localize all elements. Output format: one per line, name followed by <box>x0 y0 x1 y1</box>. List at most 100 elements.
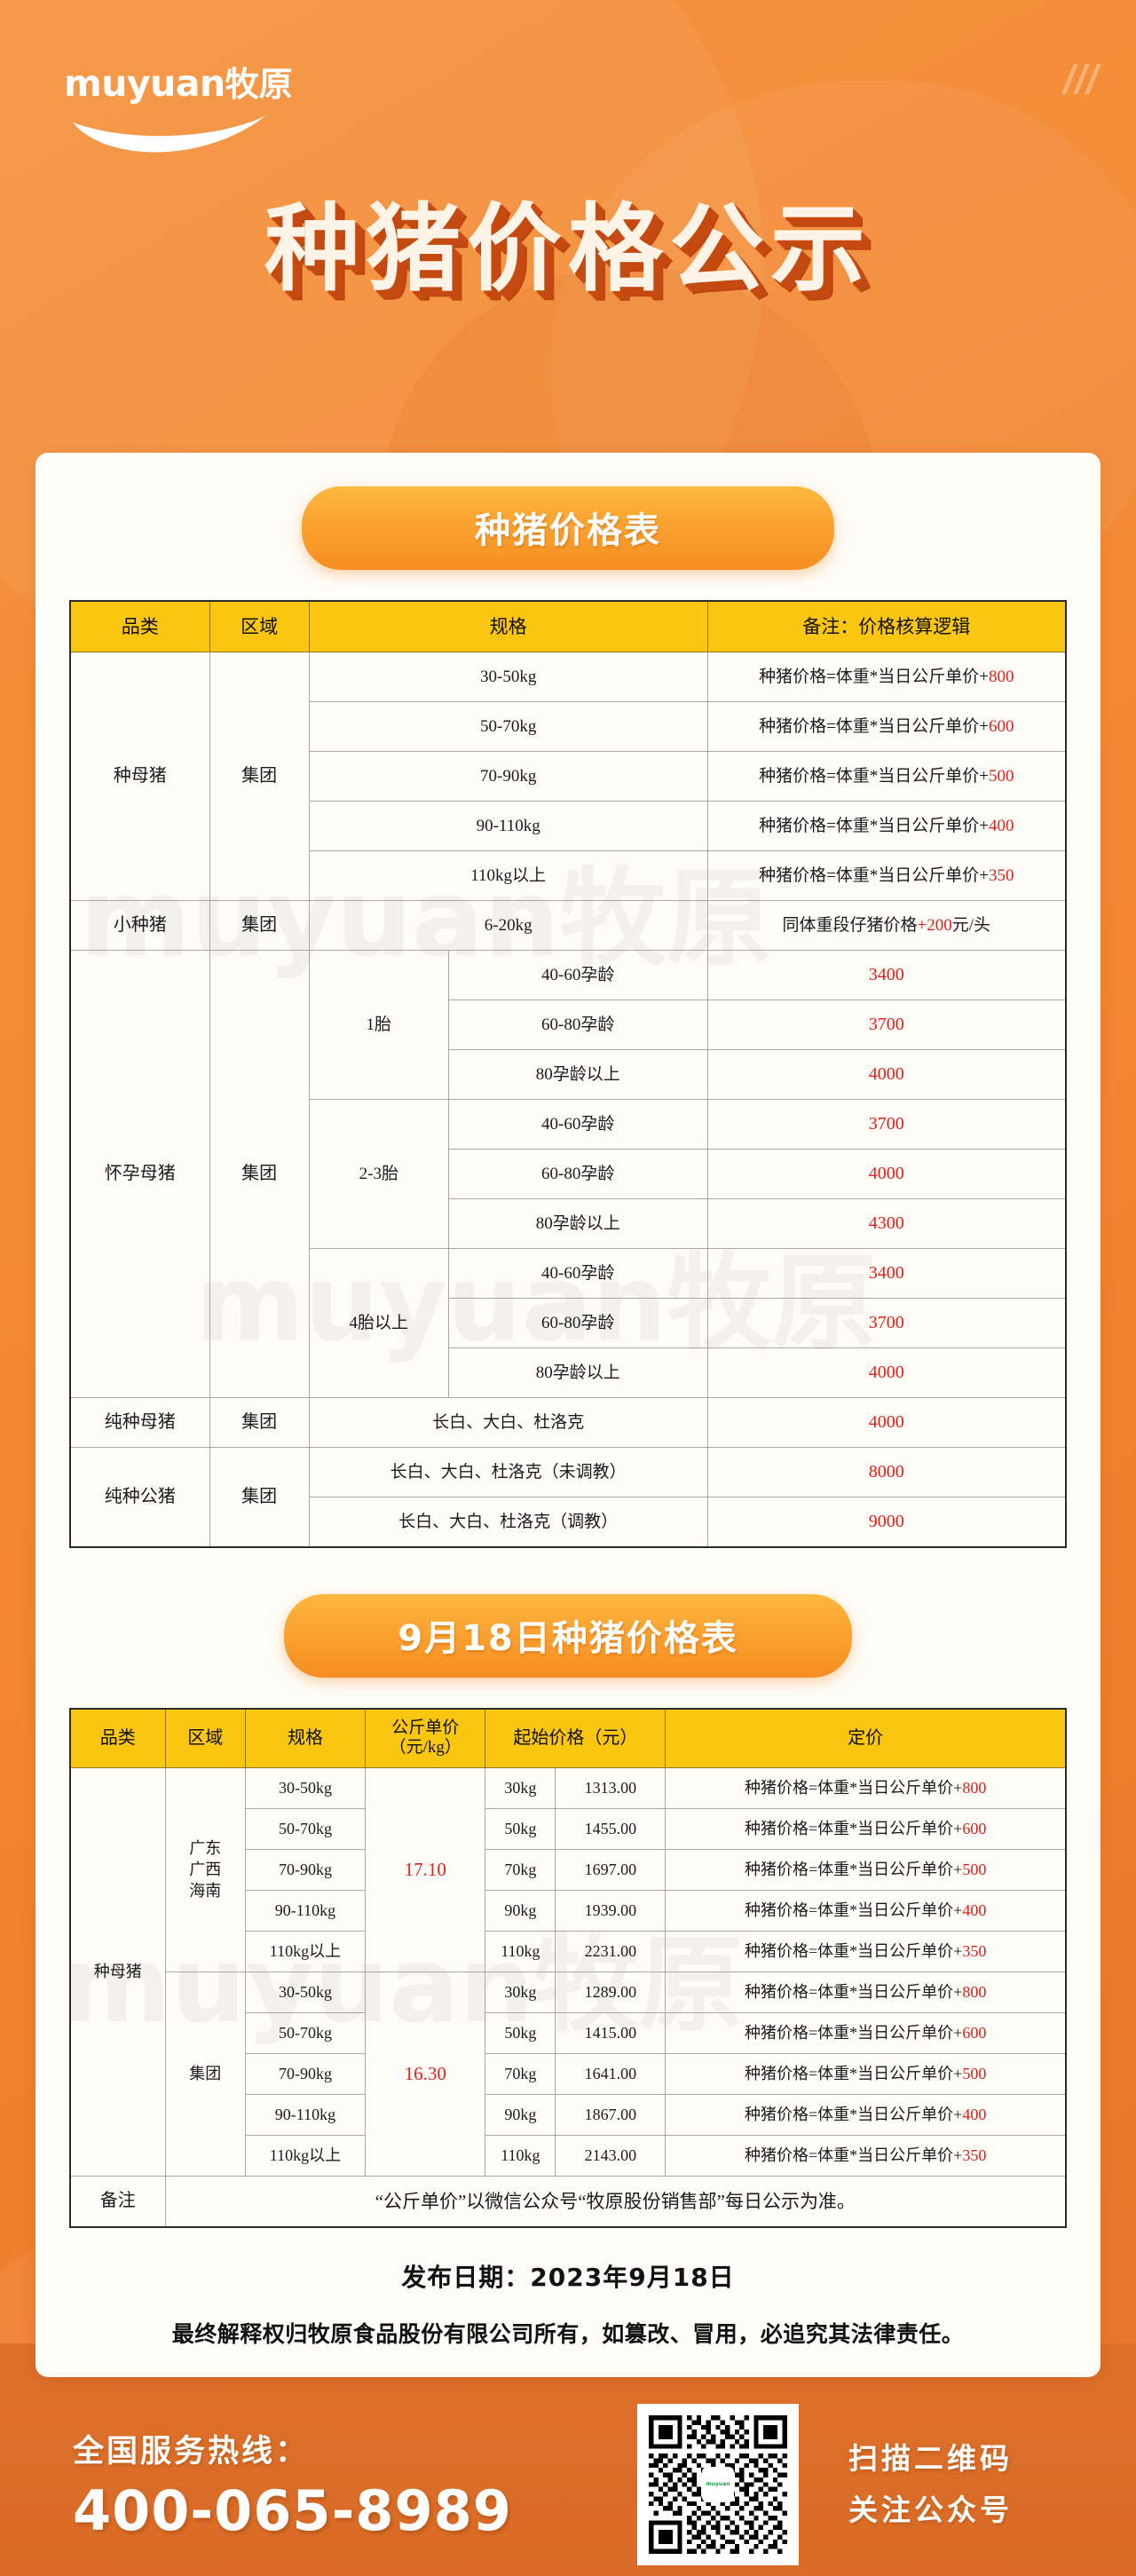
table1-header-row: 品类 区域 规格 备注：价格核算逻辑 <box>68 600 1067 653</box>
cell-region-purebred-boar: 集团 <box>209 1447 310 1548</box>
cell-start-price: 1455.00 <box>555 1807 667 1850</box>
cell-price: 4000 <box>706 1149 1067 1200</box>
formula-text: 种猪价格=体重*当日公斤单价+ <box>745 2065 963 2082</box>
cell-spec: 70-90kg <box>244 2052 367 2095</box>
cell-parity: 2-3胎 <box>308 1099 449 1250</box>
cell-formula: 种猪价格=体重*当日公斤单价+400 <box>665 1889 1067 1932</box>
formula-text: 种猪价格=体重*当日公斤单价+ <box>759 717 989 737</box>
cell-formula: 种猪价格=体重*当日公斤单价+350 <box>706 850 1067 902</box>
cell-price: 8000 <box>706 1447 1067 1498</box>
th-start-price: 起始价格（元） <box>485 1708 667 1768</box>
formula-bonus: 350 <box>989 866 1014 886</box>
cell-start-weight: 90kg <box>485 2093 556 2136</box>
formula-text: 种猪价格=体重*当日公斤单价+ <box>745 1942 963 1960</box>
cell-spec: 30-50kg <box>244 1971 367 2013</box>
cell-start-price: 1867.00 <box>555 2093 667 2136</box>
note-bonus: +200 <box>917 916 952 936</box>
cell-start-weight: 30kg <box>485 1766 556 1809</box>
formula-bonus: 400 <box>962 1901 987 1919</box>
cell-spec: 长白、大白、杜洛克 <box>308 1397 708 1449</box>
cell-start-weight: 70kg <box>485 2052 556 2095</box>
cell-price: 3700 <box>706 1298 1067 1349</box>
formula-bonus: 600 <box>962 2024 987 2042</box>
th-category: 品类 <box>68 1708 166 1768</box>
cell-spec: 50-70kg <box>244 2011 367 2054</box>
cell-formula: 种猪价格=体重*当日公斤单价+350 <box>665 1930 1067 1972</box>
cell-start-weight: 110kg <box>485 1930 556 1972</box>
cell-price: 4000 <box>706 1347 1067 1399</box>
table-row: 60-80孕龄 3700 <box>70 1298 1067 1349</box>
logo-latin-text: muyuan <box>64 62 225 105</box>
cell-region-group: 集团 <box>164 1971 246 2177</box>
qr-logo-text: muyuan <box>706 2480 730 2487</box>
cell-gestation-age: 40-60孕龄 <box>447 950 708 1001</box>
formula-bonus: 800 <box>989 668 1014 687</box>
formula-text: 种猪价格=体重*当日公斤单价+ <box>745 2024 963 2042</box>
price-table-daily: 品类 区域 规格 公斤单价 （元/kg） 起始价格（元） 定价 种母猪 广东 <box>68 1707 1068 2228</box>
cell-region-sow: 集团 <box>209 652 310 902</box>
cell-start-weight: 50kg <box>485 2011 556 2054</box>
cell-price: 4000 <box>706 1049 1067 1101</box>
formula-bonus: 500 <box>962 1861 987 1878</box>
cell-formula: 种猪价格=体重*当日公斤单价+800 <box>706 652 1067 703</box>
th-region: 区域 <box>209 600 310 653</box>
section1-pill-wrap: 种猪价格表 <box>36 453 1100 570</box>
formula-text: 种猪价格=体重*当日公斤单价+ <box>745 1983 963 2001</box>
formula-bonus: 600 <box>989 717 1014 737</box>
table2-head: 品类 区域 规格 公斤单价 （元/kg） 起始价格（元） 定价 <box>68 1708 1068 1768</box>
cell-category-piglet: 小种猪 <box>69 900 210 952</box>
cell-start-weight: 90kg <box>485 1889 556 1932</box>
th-unit-price-line1: 公斤单价 <box>391 1718 460 1737</box>
cell-price: 3400 <box>706 1248 1067 1300</box>
note-suffix: 元/头 <box>951 916 991 936</box>
th-spec: 规格 <box>244 1708 367 1768</box>
logo-chinese-text: 牧原 <box>225 65 293 104</box>
hotline-number[interactable]: 400-065-8989 <box>73 2477 512 2543</box>
legal-notice: 最终解释权归牧原食品股份有限公司所有，如篡改、冒用，必追究其法律责任。 <box>171 2321 965 2347</box>
scan-line-1: 扫描二维码 <box>848 2441 1013 2477</box>
hotline-block: 全国服务热线： 400-065-8989 <box>73 2426 512 2539</box>
qr-code[interactable]: muyuan <box>637 2404 799 2565</box>
formula-text: 种猪价格=体重*当日公斤单价+ <box>745 1820 963 1837</box>
cell-formula: 种猪价格=体重*当日公斤单价+500 <box>665 2052 1067 2095</box>
cell-spec: 110kg以上 <box>244 1930 367 1972</box>
table-row: 110kg以上 种猪价格=体重*当日公斤单价+350 <box>70 850 1067 902</box>
cell-remark-label: 备注 <box>69 2175 166 2228</box>
table-row: 110kg以上 110kg 2143.00 种猪价格=体重*当日公斤单价+350 <box>70 2134 1067 2177</box>
cell-spec: 长白、大白、杜洛克（调教） <box>308 1497 708 1548</box>
cell-gestation-age: 40-60孕龄 <box>447 1248 708 1300</box>
th-unit-price: 公斤单价 （元/kg） <box>365 1708 486 1768</box>
table1-body: 种母猪 集团 30-50kg 种猪价格=体重*当日公斤单价+800 50-70k… <box>69 652 1067 1548</box>
th-pricing: 定价 <box>665 1708 1068 1768</box>
formula-bonus: 800 <box>962 1983 987 2001</box>
cell-formula: 种猪价格=体重*当日公斤单价+400 <box>665 2093 1067 2136</box>
table-row: 90-110kg 种猪价格=体重*当日公斤单价+400 <box>70 801 1067 852</box>
cell-price: 3700 <box>706 1099 1067 1150</box>
cell-gestation-age: 80孕龄以上 <box>447 1198 708 1250</box>
cell-gestation-age: 60-80孕龄 <box>447 1298 708 1349</box>
table-row: 70-90kg 70kg 1697.00 种猪价格=体重*当日公斤单价+500 <box>70 1848 1067 1891</box>
formula-text: 种猪价格=体重*当日公斤单价+ <box>745 2146 963 2164</box>
th-region: 区域 <box>164 1708 246 1768</box>
logo-swoosh-icon <box>69 114 282 160</box>
cell-region-purebred-sow: 集团 <box>209 1397 310 1449</box>
cell-price: 3400 <box>706 950 1067 1001</box>
cell-start-price: 1939.00 <box>555 1889 667 1932</box>
cell-start-price: 2143.00 <box>555 2134 667 2177</box>
cell-region-piglet: 集团 <box>209 900 310 952</box>
cell-spec: 30-50kg <box>308 652 708 703</box>
cell-spec: 30-50kg <box>244 1766 367 1809</box>
decor-slashes-icon <box>1061 64 1101 94</box>
cell-unit-price: 17.10 <box>365 1766 486 1972</box>
cell-spec: 90-110kg <box>244 1889 367 1932</box>
cell-start-price: 2231.00 <box>555 1930 667 1972</box>
hotline-label: 全国服务热线： <box>73 2433 310 2469</box>
formula-bonus: 500 <box>989 767 1014 786</box>
table2-body: 种母猪 广东 广西 海南 30-50kg 17.10 30kg 1313.00 … <box>69 1766 1067 2228</box>
cell-gestation-age: 80孕龄以上 <box>447 1347 708 1399</box>
cell-category-sow: 种母猪 <box>69 1766 166 2177</box>
section2-title-pill: 9月18日种猪价格表 <box>284 1593 852 1678</box>
formula-text: 种猪价格=体重*当日公斤单价+ <box>759 866 989 886</box>
table-row: 小种猪 集团 6-20kg 同体重段仔猪价格+200元/头 <box>69 900 1067 952</box>
formula-bonus: 600 <box>962 1820 987 1837</box>
